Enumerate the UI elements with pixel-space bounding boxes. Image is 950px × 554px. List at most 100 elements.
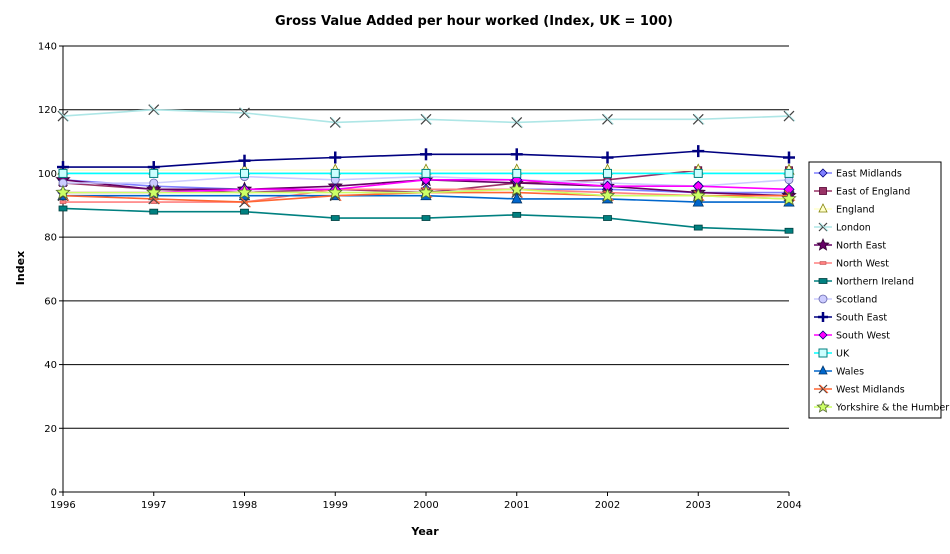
data-point [148,104,161,116]
data-point [420,113,433,125]
legend-label: North East [836,241,886,252]
series-northern-ireland [58,205,794,234]
legend-swatch-marker [819,261,827,265]
legend-item: West Midlands [814,385,905,396]
data-point [511,117,524,128]
y-tick-label: 80 [44,233,57,244]
y-tick-label: 140 [38,42,57,53]
legend-swatch-marker [818,278,828,284]
legend-item: North West [814,259,889,270]
legend-swatch-marker [816,399,830,413]
x-tick-label: 1998 [232,500,257,511]
data-point [603,168,612,178]
legend-label: UK [836,349,850,360]
data-point [238,154,251,167]
legend-label: Scotland [836,295,877,306]
data-point [58,168,68,178]
legend-swatch-marker [818,330,828,340]
data-point [149,168,159,178]
data-point [512,211,522,218]
data-point [690,187,706,203]
legend-item: England [814,203,875,216]
data-point [603,215,612,221]
data-point [783,110,796,122]
data-point [512,168,522,178]
y-tick-label: 20 [44,424,57,435]
legend-item: North East [814,237,886,252]
data-point [239,107,251,119]
legend-label: England [836,205,875,216]
legend-label: South West [836,331,890,342]
series-uk [58,168,794,178]
data-point [58,205,68,212]
data-point [236,184,253,200]
series-london [57,104,796,128]
chart-title: Gross Value Added per hour worked (Index… [275,14,673,29]
x-tick-label: 2001 [504,500,529,511]
x-tick-label: 2002 [595,500,620,511]
legend-label: Northern Ireland [836,277,914,288]
data-point [692,145,705,158]
legend-label: West Midlands [836,385,905,396]
legend-swatch-marker [819,187,827,195]
legend-swatch-marker [818,365,828,375]
data-point [55,184,71,200]
x-tick-label: 2003 [686,500,711,511]
data-point [59,200,67,204]
data-point [509,181,525,196]
legend-label: Wales [836,367,864,378]
legend-item: South West [814,330,890,342]
legend-swatch-marker [818,203,828,213]
data-point [420,148,432,161]
data-point [146,184,162,200]
legend-box [808,161,942,419]
data-point [511,192,523,204]
legend-item: Scotland [814,295,877,306]
data-point [784,227,794,234]
legend-label: London [836,223,871,234]
data-point [602,113,614,125]
data-point [693,168,703,178]
data-point [599,187,616,203]
data-point [421,168,431,178]
legend-item: Yorkshire & the Humber [814,399,949,414]
x-tick-label: 1996 [50,500,75,511]
data-point [330,168,340,178]
x-axis-title: Year [410,525,439,538]
data-point [239,196,251,208]
legend-swatch-marker [818,312,828,322]
x-tick-label: 1999 [323,500,348,511]
data-point [330,215,340,221]
data-point [693,224,703,231]
legend-swatch-marker [818,384,829,394]
legend-label: Yorkshire & the Humber [835,403,949,414]
data-point [783,151,795,164]
legend-label: East of England [836,187,910,198]
data-point [692,195,704,207]
legend-item: UK [814,348,850,360]
legend: East Midlands East of England England Londo… [808,161,949,419]
legend-swatch-marker [818,348,828,358]
legend-swatch-marker [818,294,828,304]
data-point [784,168,794,178]
legend-item: South East [814,312,887,324]
y-axis-title: Index [14,251,27,285]
x-tick-label: 1997 [141,500,166,511]
data-point [418,184,434,200]
data-point [327,184,343,200]
x-tick-label: 2000 [413,500,438,511]
legend-label: North West [836,259,889,270]
data-point [149,208,159,215]
legend-swatch-marker [818,222,829,232]
series-yorkshire-the-humber [55,181,797,206]
legend-swatch-marker [818,168,828,178]
y-tick-label: 100 [38,169,57,180]
legend-item: East Midlands [814,168,902,180]
data-point [692,113,705,125]
data-point [781,190,797,206]
data-point [240,168,249,178]
y-tick-label: 60 [44,296,57,307]
series-south-east [57,145,795,174]
